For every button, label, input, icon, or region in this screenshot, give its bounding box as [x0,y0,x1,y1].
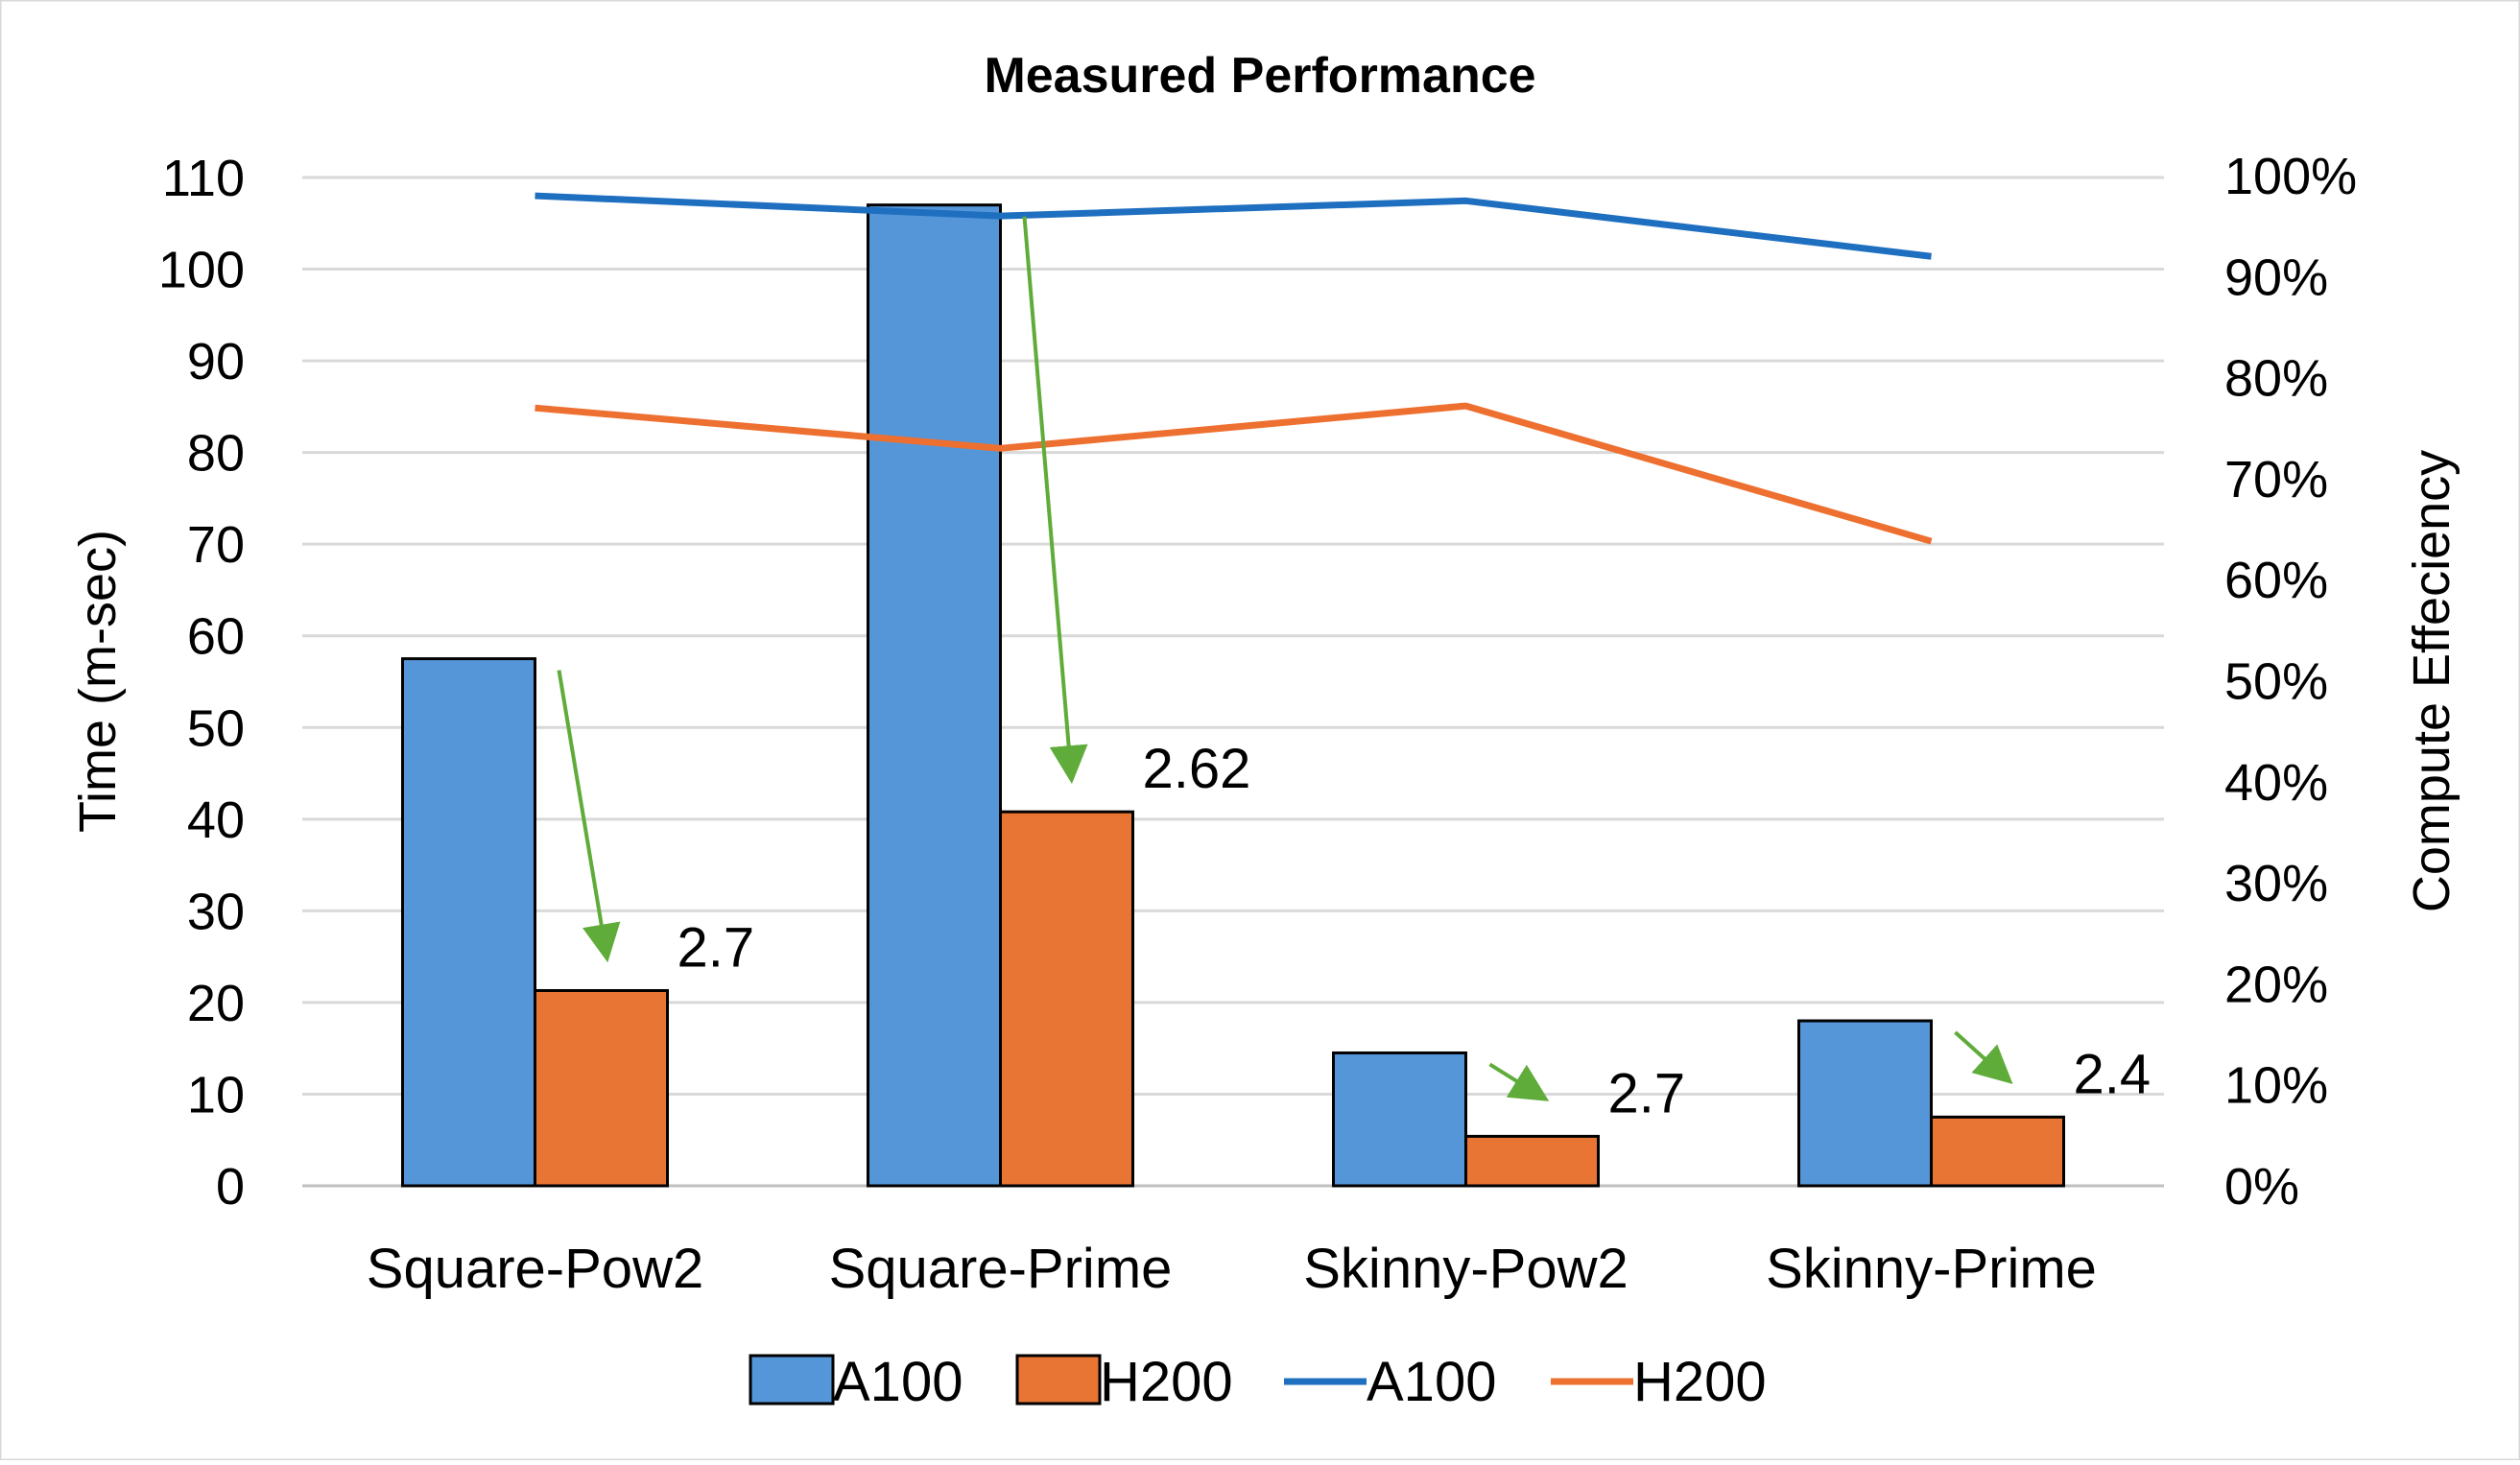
category-label: Skinny-Pow2 [1303,1238,1628,1300]
bar-h200-skinny-prime [1930,1115,2065,1188]
y2-tick-label: 90% [2224,248,2328,306]
y2-tick-label: 70% [2224,451,2328,508]
y-tick-label: 20 [187,975,245,1032]
y2-tick-label: 30% [2224,855,2328,912]
y2-tick-label: 50% [2224,653,2328,711]
y-tick-label: 40 [187,792,245,849]
bar-series-group [401,203,2065,1188]
y-axis-label: Time (m-sec) [69,530,127,833]
category-label: Square-Prime [829,1238,1173,1300]
bar-a100-square-pow2 [401,657,536,1188]
chart-title: Measured Performance [984,48,1535,104]
y2-tick-label: 60% [2224,552,2328,609]
left-axis-ticks: 0 10 20 30 40 50 60 70 80 90 100 110 [158,150,245,1216]
bar-h200-skinny-pow2 [1464,1134,1600,1188]
y2-tick-label: 10% [2224,1057,2328,1115]
y-tick-label: 60 [187,608,245,666]
y2-tick-label: 0% [2224,1158,2299,1216]
y-tick-label: 0 [216,1158,245,1216]
category-label: Square-Pow2 [367,1238,703,1300]
annotation-arrow [1022,216,1088,785]
y-tick-label: 110 [162,150,245,207]
annotation-label: 2.7 [1608,1062,1686,1124]
legend-swatch-bar-a100 [749,1354,835,1406]
annotation-arrow [557,670,621,963]
annotation-label: 2.7 [678,916,755,979]
legend-label: H200 [1633,1351,1767,1413]
line-series-group [535,192,1933,545]
legend-swatch-bar-h200 [1015,1354,1102,1406]
y-tick-label: 80 [187,425,245,483]
bar-a100-skinny-pow2 [1332,1051,1467,1188]
y-tick-label: 30 [187,883,245,940]
y-tick-label: 70 [187,516,245,574]
y2-tick-label: 20% [2224,956,2328,1013]
y-tick-label: 90 [187,333,245,390]
line-series-a100 [535,192,1932,260]
bar-h200-square-prime [999,810,1134,1188]
bar-h200-square-pow2 [534,988,669,1188]
category-labels: Square-Pow2 Square-Prime Skinny-Pow2 Skinny… [367,1238,2097,1300]
legend: A100 H200 A100 H200 [749,1351,1767,1413]
annotation-label: 2.4 [2074,1043,2152,1105]
bar-a100-skinny-prime [1797,1019,1933,1188]
y-tick-label: 100 [158,242,245,299]
annotation-arrow [1488,1062,1550,1101]
annotation-arrow [1954,1030,2013,1085]
right-axis-ticks: 0% 10% 20% 30% 40% 50% 60% 70% 80% 90% 100% [2224,148,2357,1216]
legend-label: A100 [833,1351,963,1413]
y2-tick-label: 100% [2224,148,2357,205]
category-label: Skinny-Prime [1766,1238,2097,1300]
annotation-arrows: 2.7 2.62 2.7 2.4 [557,216,2152,1124]
y-tick-label: 50 [187,699,245,757]
legend-label: H200 [1100,1351,1233,1413]
line-series-h200 [535,402,1933,545]
y2-tick-label: 80% [2224,350,2328,408]
y2-tick-label: 40% [2224,754,2328,812]
annotation-label: 2.62 [1143,738,1251,800]
bar-a100-square-prime [867,203,1002,1188]
legend-label: A100 [1367,1351,1496,1413]
y2-axis-label: Compute Effeciency [2403,450,2461,912]
y-tick-label: 10 [187,1066,245,1123]
